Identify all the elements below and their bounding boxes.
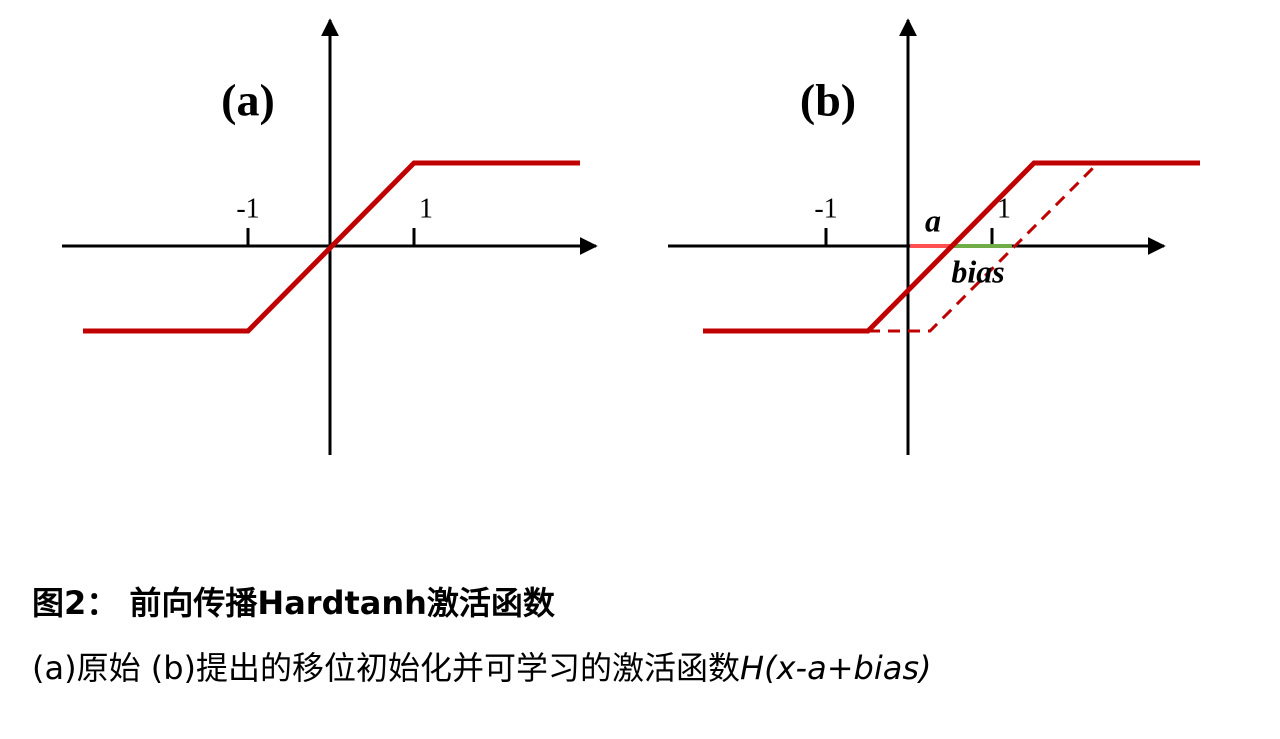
tick-label: -1 [236, 193, 259, 224]
caption-title: 图2： 前向传播Hardtanh激活函数 [32, 584, 555, 622]
panel-a: (a) -1 1 [62, 18, 598, 455]
caption-text: (a)原始 (b)提出的移位初始化并可学习的激活函数H(x-a+bias) [32, 643, 931, 689]
hardtanh-curve [83, 160, 580, 334]
panel-label: (b) [800, 75, 856, 126]
panel-b: (b) -1 1 a bias [668, 18, 1200, 455]
tick-label: -1 [814, 193, 837, 224]
shifted-curve [868, 161, 1100, 333]
annotation: bias [951, 253, 1004, 289]
caption-body: (a)原始 (b)提出的移位初始化并可学习的激活函数 [32, 649, 741, 687]
annotation: a [925, 202, 941, 238]
panel-label: (a) [221, 75, 275, 126]
caption-formula: H(x-a+bias) [740, 649, 932, 687]
tick-label: 1 [419, 193, 433, 224]
hardtanh-curve [703, 160, 1200, 334]
figure: (a) -1 1 (b) -1 1 a bias [62, 18, 1200, 455]
tick-label: 1 [997, 193, 1011, 224]
